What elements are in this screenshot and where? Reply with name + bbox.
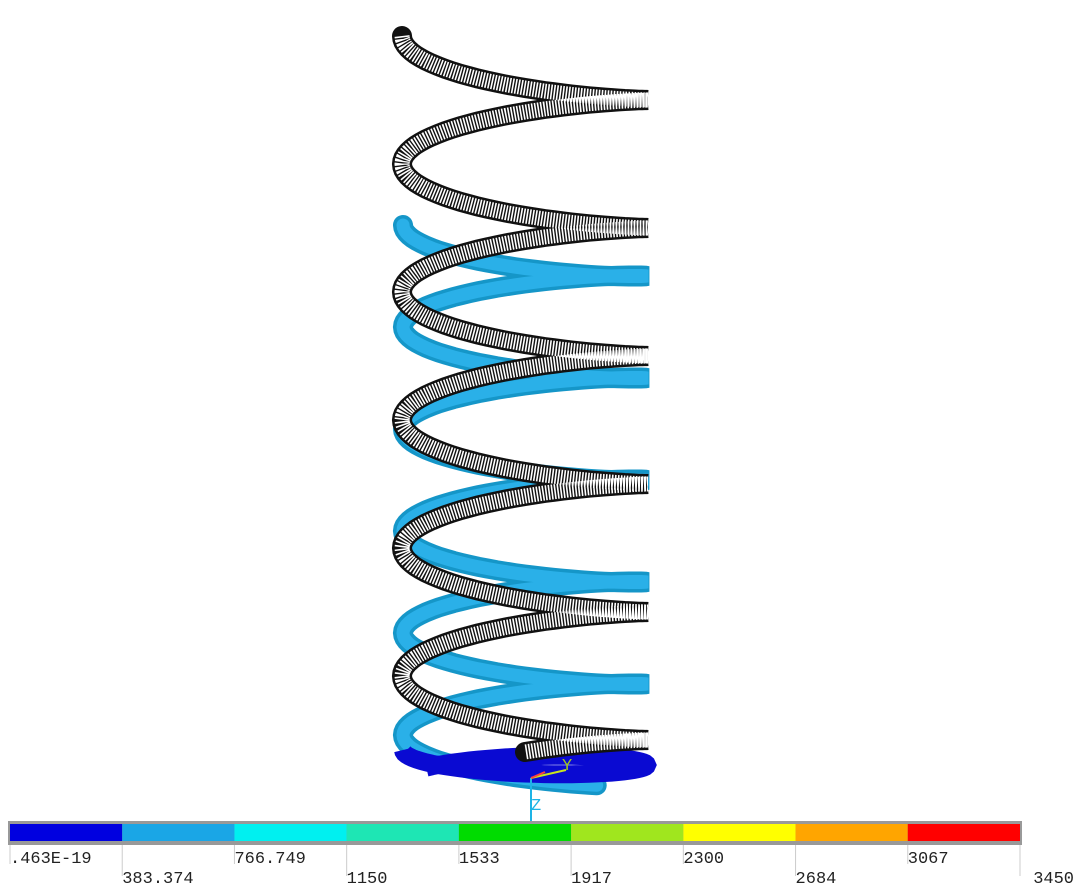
result-view: Z Y .463E-19 383.374 766.749 1150 1533 1917 23… (0, 0, 1076, 888)
y-axis-label: Y (562, 757, 572, 776)
legend-swatch (796, 824, 908, 841)
legend-swatch (122, 824, 234, 841)
legend-swatch (459, 824, 571, 841)
legend-swatch (683, 824, 795, 841)
spring-model (402, 36, 648, 785)
legend-swatch (347, 824, 459, 841)
legend-label: 2684 (796, 870, 837, 888)
z-axis-label: Z (531, 797, 541, 816)
contour-legend: .463E-19 383.374 766.749 1150 1533 1917 2300 26… (8, 821, 1074, 888)
page: Z Y .463E-19 383.374 766.749 1150 1533 1917 23… (0, 0, 1076, 893)
legend-label: 383.374 (122, 870, 193, 888)
legend-label: 3067 (908, 850, 949, 869)
legend-label: 2300 (683, 850, 724, 869)
legend-label: 1533 (459, 850, 500, 869)
legend-swatch (571, 824, 683, 841)
legend-label: 1150 (347, 870, 388, 888)
legend-label: 3450 (1033, 870, 1074, 888)
legend-label: 1917 (571, 870, 612, 888)
legend-label: .463E-19 (10, 850, 92, 869)
legend-swatch (234, 824, 346, 841)
legend-swatch (908, 824, 1020, 841)
legend-swatch (10, 824, 122, 841)
legend-label: 766.749 (234, 850, 305, 869)
